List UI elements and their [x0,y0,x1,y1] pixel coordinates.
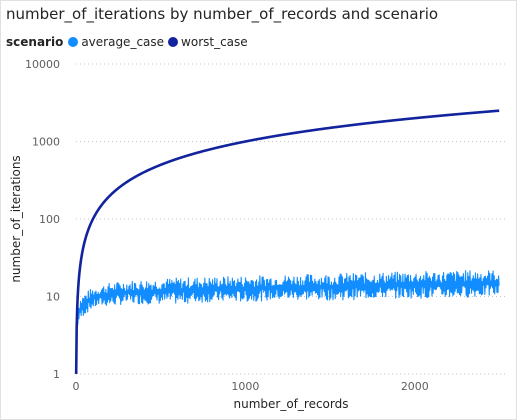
gridlines [76,63,508,375]
y-axis-title: number_of_iterations [9,155,23,282]
series-group [74,109,500,375]
legend-marker-worst-case-icon [168,37,179,47]
series-line-worst-case[interactable] [74,109,500,375]
legend-title: scenario [6,35,64,49]
legend-marker-average-case-icon [68,37,79,47]
x-axis-title: number_of_records [234,397,349,411]
y-tick-label: 1000 [32,136,60,149]
x-tick-label: 0 [73,380,80,393]
chart-title: number_of_iterations by number_of_record… [6,5,439,23]
legend-label-average-case: average_case [81,35,165,49]
x-axis-ticks: 0 1000 2000 [73,380,429,393]
x-tick-label: 2000 [401,380,429,393]
legend-label-worst-case: worst_case [181,35,248,49]
series-line-average-case[interactable] [75,270,500,357]
y-axis-ticks: 1 10 100 1000 10000 [25,58,60,381]
y-tick-label: 10000 [25,58,60,71]
legend-item-average-case[interactable]: average_case [68,35,164,49]
y-tick-label: 100 [39,213,60,226]
y-tick-label: 10 [46,291,60,304]
y-tick-label: 1 [53,368,60,381]
legend-item-worst-case[interactable]: worst_case [168,35,248,49]
chart-legend: scenario average_case worst_case [6,35,252,49]
x-tick-label: 1000 [231,380,259,393]
